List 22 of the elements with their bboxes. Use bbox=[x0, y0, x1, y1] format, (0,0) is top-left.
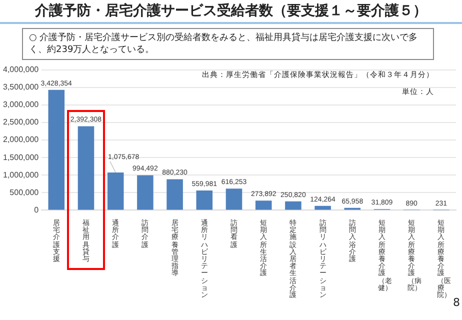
bar bbox=[314, 206, 331, 210]
chart-title: 介護予防・居宅介護サービス受給者数（要支援１～要介護５） bbox=[0, 0, 462, 24]
bar bbox=[166, 179, 183, 210]
bar bbox=[285, 201, 302, 210]
y-tick-label: 0 bbox=[34, 205, 40, 214]
bar bbox=[226, 188, 242, 210]
y-tick-label: 4,000,000 bbox=[2, 65, 40, 74]
y-tick-label: 1,000,000 bbox=[2, 170, 40, 180]
y-tick-label: 1,500,000 bbox=[2, 152, 40, 162]
bar bbox=[137, 175, 154, 210]
bar bbox=[196, 190, 213, 210]
y-tick-label: 2,000,000 bbox=[2, 135, 40, 144]
y-tick-label: 3,500,000 bbox=[2, 82, 40, 92]
chart-subtitle: ○ 介護予防・居宅介護サービス別の受給者数をみると、福祉用具貸与は居宅介護支援に次いで多く、約239万人となっている。 bbox=[22, 28, 434, 60]
y-tick-label: 2,500,000 bbox=[2, 118, 40, 127]
bar bbox=[48, 90, 65, 210]
bar bbox=[255, 200, 272, 210]
bar bbox=[78, 126, 94, 210]
bar bbox=[107, 172, 124, 210]
y-tick-label: 3,000,000 bbox=[2, 100, 40, 110]
y-tick-label: 500,000 bbox=[10, 188, 40, 197]
text: 8 bbox=[453, 296, 460, 309]
